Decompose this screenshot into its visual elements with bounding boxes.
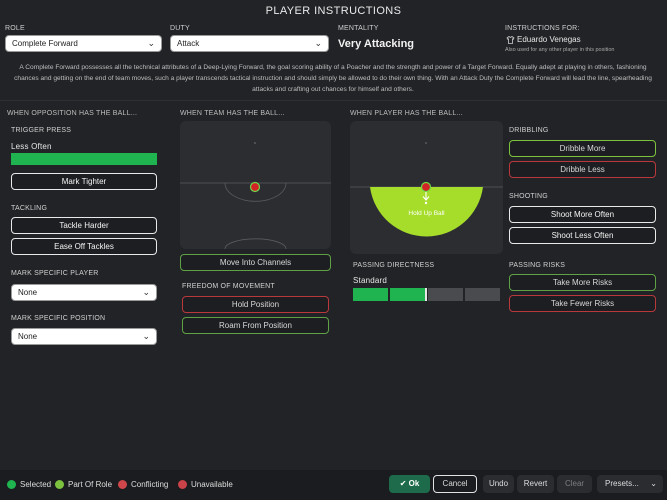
team-pitch	[180, 121, 331, 249]
mentality-label: MENTALITY	[338, 25, 379, 32]
mark-specific-player-select[interactable]: None ⌄	[11, 284, 157, 301]
mentality-value: Very Attacking	[338, 38, 415, 50]
slider-segment	[464, 288, 500, 301]
slider-segment	[427, 288, 463, 301]
chevron-down-icon: ⌄	[142, 331, 150, 341]
player-name: Eduardo Venegas	[517, 35, 581, 44]
hold-position-button[interactable]: Hold Position	[182, 296, 329, 313]
instructions-for-label: INSTRUCTIONS FOR:	[505, 25, 580, 32]
player-pitch: Hold Up Ball	[350, 121, 503, 254]
conflicting-dot-icon	[118, 480, 127, 489]
ok-button[interactable]: ✔ Ok	[389, 475, 430, 493]
chevron-down-icon: ⌄	[142, 287, 150, 297]
player-ball-heading: WHEN PLAYER HAS THE BALL...	[350, 110, 463, 117]
freedom-of-movement-label: FREEDOM OF MOVEMENT	[182, 283, 275, 290]
passing-directness-slider[interactable]	[353, 288, 500, 301]
pitch-lines	[180, 142, 331, 249]
shooting-label: SHOOTING	[509, 193, 548, 200]
trigger-press-label: TRIGGER PRESS	[11, 127, 72, 134]
dribbling-label: DRIBBLING	[509, 127, 549, 134]
legend-selected: Selected	[7, 480, 51, 489]
shirt-icon	[506, 36, 515, 44]
legend-unavailable: Unavailable	[178, 480, 233, 489]
passing-directness-label: PASSING DIRECTNESS	[353, 262, 435, 269]
shoot-more-often-button[interactable]: Shoot More Often	[509, 206, 656, 223]
team-ball-heading: WHEN TEAM HAS THE BALL...	[180, 110, 285, 117]
tackle-harder-button[interactable]: Tackle Harder	[11, 217, 157, 234]
legend-part-of-role: Part Of Role	[55, 480, 112, 489]
tackling-label: TACKLING	[11, 205, 48, 212]
ease-off-tackles-button[interactable]: Ease Off Tackles	[11, 238, 157, 255]
chevron-down-icon: ⌄	[650, 479, 657, 488]
selected-dot-icon	[7, 480, 16, 489]
undo-button[interactable]: Undo	[483, 475, 514, 493]
dribble-less-button[interactable]: Dribble Less	[509, 161, 656, 178]
presets-button[interactable]: Presets... ⌄	[597, 475, 663, 493]
section-divider	[0, 100, 667, 101]
mark-specific-position-select[interactable]: None ⌄	[11, 328, 157, 345]
dribble-more-button[interactable]: Dribble More	[509, 140, 656, 157]
hold-up-ball-label[interactable]: Hold Up Ball	[408, 210, 445, 217]
slider-segment	[390, 288, 426, 301]
slider-handle[interactable]	[425, 288, 427, 301]
slider-segment	[353, 288, 389, 301]
opposition-heading: WHEN OPPOSITION HAS THE BALL...	[7, 110, 138, 117]
mark-specific-position-label: MARK SPECIFIC POSITION	[11, 315, 106, 322]
take-fewer-risks-button[interactable]: Take Fewer Risks	[509, 295, 656, 312]
mark-specific-position-value: None	[18, 332, 38, 341]
part-of-role-dot-icon	[55, 480, 64, 489]
arrow-down-icon	[422, 192, 430, 201]
take-more-risks-button[interactable]: Take More Risks	[509, 274, 656, 291]
cancel-button[interactable]: Cancel	[433, 475, 477, 493]
footer-bar	[0, 470, 667, 500]
revert-button[interactable]: Revert	[517, 475, 554, 493]
roam-from-position-button[interactable]: Roam From Position	[182, 317, 329, 334]
role-label: ROLE	[5, 25, 25, 32]
role-description: A Complete Forward possesses all the tec…	[14, 64, 652, 93]
duty-select[interactable]: Attack ⌄	[170, 35, 329, 52]
unavailable-dot-icon	[178, 480, 187, 489]
legend-conflicting: Conflicting	[118, 480, 168, 489]
role-value: Complete Forward	[12, 39, 78, 48]
page-title: PLAYER INSTRUCTIONS	[265, 5, 402, 17]
mark-specific-player-label: MARK SPECIFIC PLAYER	[11, 270, 99, 277]
player-marker	[420, 181, 432, 193]
chevron-down-icon: ⌄	[147, 38, 155, 48]
hold-up-ball-zone	[370, 187, 483, 237]
trigger-press-value: Less Often	[11, 142, 52, 151]
duty-value: Attack	[177, 39, 200, 48]
role-select[interactable]: Complete Forward ⌄	[5, 35, 162, 52]
mark-specific-player-value: None	[18, 288, 38, 297]
player-marker	[249, 181, 261, 193]
clear-button[interactable]: Clear	[557, 475, 592, 493]
chevron-down-icon: ⌄	[314, 38, 322, 48]
shoot-less-often-button[interactable]: Shoot Less Often	[509, 227, 656, 244]
move-into-channels-button[interactable]: Move Into Channels	[180, 254, 331, 271]
mark-tighter-button[interactable]: Mark Tighter	[11, 173, 157, 190]
trigger-press-slider[interactable]	[11, 153, 157, 165]
passing-directness-value: Standard	[353, 276, 388, 285]
passing-risks-label: PASSING RISKS	[509, 262, 566, 269]
duty-label: DUTY	[170, 25, 190, 32]
also-used-note: Also used for any other player in this p…	[505, 47, 615, 53]
check-icon: ✔	[399, 479, 407, 488]
